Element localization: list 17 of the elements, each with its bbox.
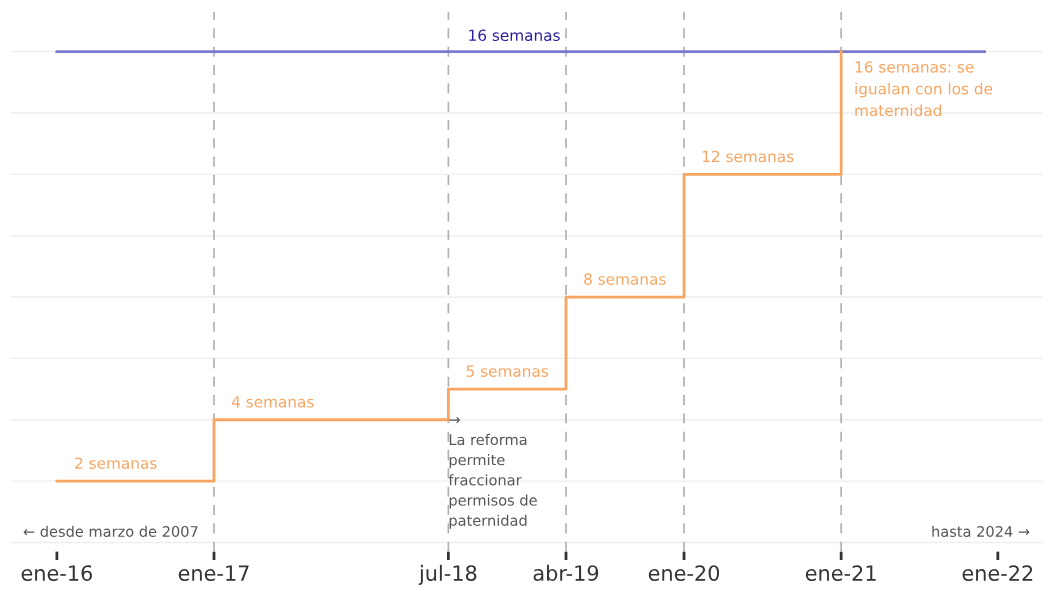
x-tick-label: ene-16 [21, 565, 93, 581]
annotation: → La reforma permite fraccionar permisos de paternidad [448, 417, 537, 529]
x-tick-label: jul-18 [418, 564, 477, 586]
data-label: 16 semanas: se igualan con los de maternidad [855, 61, 993, 117]
x-tick-label: ene-21 [805, 565, 876, 581]
annotation: hasta 2024 → [932, 525, 1030, 537]
data-label: 8 semanas [584, 273, 666, 285]
data-label: 2 semanas [75, 457, 157, 469]
x-tick-label: ene-20 [648, 565, 720, 581]
annotation: 16 semanas [469, 29, 560, 42]
x-tick-label: abr-19 [533, 564, 599, 581]
x-tick-label: ene-17 [178, 565, 249, 581]
data-label: 5 semanas [466, 365, 548, 377]
annotation: ← desde marzo de 2007 [23, 525, 198, 537]
data-label: 12 semanas [702, 150, 794, 163]
x-tick-label: ene-22 [962, 565, 1033, 581]
data-label: 4 semanas [231, 396, 314, 408]
